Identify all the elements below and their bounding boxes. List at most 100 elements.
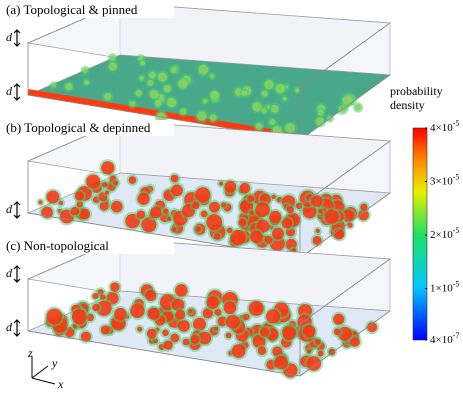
density-blob [214, 326, 219, 331]
density-blob [109, 55, 116, 62]
density-blob [224, 180, 237, 193]
density-blob [252, 102, 262, 112]
d-label: d [6, 84, 13, 98]
panel-label: (b) Topological & depinned [6, 120, 151, 135]
density-blob [272, 227, 284, 240]
d-label: d [6, 266, 13, 280]
density-blob [147, 307, 160, 320]
density-blob [264, 235, 273, 244]
density-blob [311, 195, 323, 207]
density-blob [177, 79, 188, 89]
density-blob [214, 233, 221, 240]
panel: (a) Topological & pinned d d [4, 2, 391, 141]
density-blob [58, 200, 64, 206]
density-blob [257, 346, 267, 356]
density-blob [74, 191, 84, 201]
box-front [27, 120, 391, 259]
density-blob [202, 308, 214, 319]
density-blob [136, 210, 146, 219]
density-blob [188, 309, 193, 314]
density-blob [99, 201, 109, 211]
density-blob [38, 200, 43, 205]
density-blob [306, 349, 312, 354]
density-blob [315, 117, 325, 126]
density-blob [128, 176, 137, 184]
density-blob [202, 98, 208, 104]
density-blob [84, 79, 90, 85]
density-blob [157, 72, 168, 82]
panel: (c) Non-topological d d [4, 238, 391, 380]
tick-exponent: -7 [453, 331, 460, 340]
density-blob [269, 210, 282, 224]
tick-exponent: -5 [453, 279, 460, 288]
density-blob [195, 226, 201, 233]
density-blob [114, 307, 127, 321]
density-blob [206, 214, 223, 231]
density-blob [209, 201, 220, 213]
colorbar-tick-label: 2×10-5 [430, 226, 459, 241]
density-blob [162, 329, 169, 337]
density-blob [360, 203, 368, 211]
density-blob [275, 83, 286, 94]
density-blob [150, 206, 162, 219]
density-blob [367, 322, 378, 333]
density-blob [225, 332, 232, 339]
d-label: d [6, 30, 13, 44]
density-blob [146, 328, 157, 339]
density-blob [269, 118, 276, 126]
density-blob [139, 75, 145, 81]
density-blob [92, 293, 99, 300]
density-blob [192, 201, 200, 210]
box-front [27, 2, 391, 141]
density-blob [71, 309, 87, 325]
box-edge [299, 74, 391, 141]
density-blob [171, 67, 177, 74]
density-blob [318, 209, 323, 214]
tick-base: 1×10 [430, 282, 453, 294]
density-blob [104, 92, 112, 101]
density-blob [141, 217, 157, 233]
density-blob [195, 187, 211, 203]
density-blob [209, 73, 215, 79]
density-blob [177, 319, 190, 332]
density-blob [347, 222, 353, 228]
axes-triad: z y x [27, 346, 64, 391]
d-label: d [6, 320, 13, 334]
density-blob [312, 235, 322, 246]
density-blob [261, 90, 268, 97]
density-blob [241, 90, 248, 97]
density-blob [247, 195, 254, 202]
density-blob [167, 216, 172, 222]
density-blob [282, 326, 296, 341]
colorbar-tick-label: 1×10-5 [430, 279, 459, 294]
tick-base: 3×10 [430, 175, 453, 187]
tick-base: 2×10 [430, 229, 453, 241]
label-bg [4, 2, 174, 18]
box-edge [299, 192, 391, 259]
density-blob [285, 123, 296, 133]
density-blob [108, 62, 118, 71]
density-blob [239, 182, 251, 194]
density-blob [261, 108, 267, 114]
density-blob [249, 210, 254, 215]
d-arrow [13, 319, 21, 337]
density-blob [80, 331, 91, 342]
d-arrow [13, 265, 21, 283]
density-blob [271, 194, 276, 200]
axis-x: x [57, 377, 64, 391]
density-blob [250, 230, 263, 244]
d-label: d [6, 202, 13, 216]
density-blob [324, 209, 339, 224]
density-blob [238, 218, 247, 227]
density-blob [333, 328, 341, 336]
density-blob [100, 325, 110, 335]
tick-exponent: -5 [453, 172, 460, 181]
density-blob [135, 89, 142, 97]
density-blob [281, 218, 293, 229]
density-blob [137, 192, 150, 205]
density-blob [163, 84, 172, 93]
density-blob [317, 109, 324, 116]
density-blob [248, 300, 264, 316]
axis-z: z [27, 346, 33, 360]
